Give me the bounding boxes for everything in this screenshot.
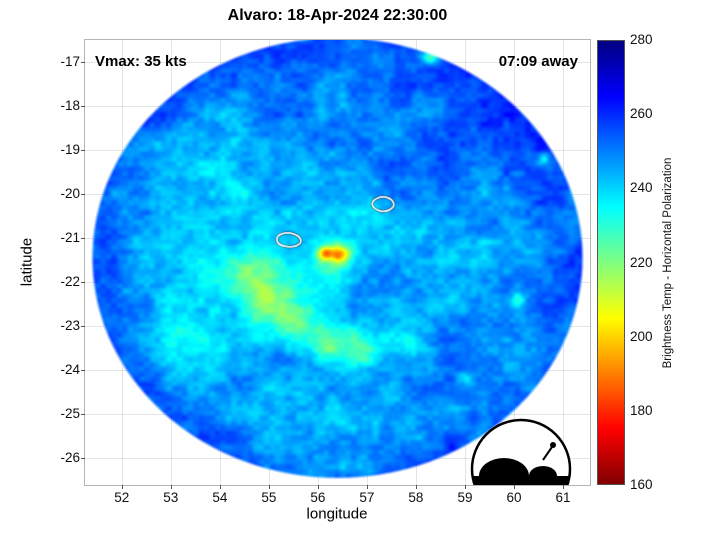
y-tick-mark — [81, 238, 85, 240]
x-tick-label: 56 — [310, 490, 326, 505]
colorbar-tick-label: 240 — [630, 180, 653, 196]
colorbar-tick-label: 160 — [630, 477, 653, 492]
x-tick-mark — [563, 485, 565, 489]
x-tick-label: 54 — [212, 490, 228, 505]
colorbar — [597, 40, 625, 485]
x-tick-mark — [268, 485, 270, 489]
chart-title: Alvaro: 18-Apr-2024 22:30:00 — [227, 7, 448, 24]
y-tick-mark — [81, 370, 85, 372]
colorbar-tick-label: 220 — [630, 254, 653, 270]
y-tick-mark — [81, 326, 85, 328]
time-away-annotation: 07:09 away — [498, 53, 578, 70]
colorbar-tick-label: 280 — [630, 32, 653, 47]
y-tick-mark — [81, 150, 85, 152]
x-tick-mark — [366, 485, 368, 489]
colorbar-tick-label: 180 — [630, 402, 653, 418]
y-tick-mark — [81, 62, 85, 63]
y-tick-label: -18 — [60, 98, 80, 114]
x-tick-label: 52 — [114, 490, 130, 505]
x-tick-mark — [170, 485, 172, 489]
y-tick-label: -20 — [60, 186, 80, 202]
x-tick-mark — [219, 485, 221, 489]
cimss-logo: C I M S S — [470, 418, 572, 485]
y-tick-label: -21 — [60, 230, 80, 246]
plot-area: Vmax: 35 kts 07:09 away C I M S S — [84, 39, 591, 486]
y-tick-mark — [81, 458, 85, 460]
x-tick-mark — [415, 485, 417, 489]
x-tick-mark — [514, 485, 515, 489]
colorbar-tick-label: 260 — [630, 106, 653, 122]
y-tick-label: -17 — [60, 54, 80, 69]
swath-image — [85, 40, 590, 485]
y-tick-label: -24 — [60, 362, 80, 378]
x-tick-mark — [317, 485, 319, 489]
x-tick-mark — [464, 485, 466, 489]
y-tick-label: -22 — [60, 274, 80, 290]
logo-band — [473, 476, 569, 485]
y-tick-label: -23 — [60, 318, 80, 334]
y-tick-mark — [81, 194, 85, 196]
y-tick-mark — [81, 414, 85, 416]
logo-antenna-icon — [550, 442, 556, 448]
y-tick-label: -26 — [60, 450, 80, 466]
x-tick-label: 57 — [359, 490, 375, 505]
cimss-logo-text: C I M S S — [484, 484, 558, 485]
x-tick-label: 59 — [457, 490, 473, 505]
x-tick-label: 53 — [163, 490, 179, 505]
y-tick-label: -19 — [60, 142, 80, 158]
x-tick-label: 60 — [506, 490, 522, 505]
colorbar-tick-label: 200 — [630, 328, 653, 344]
x-tick-mark — [121, 485, 123, 489]
vmax-annotation: Vmax: 35 kts — [95, 53, 187, 70]
colorbar-label: Brightness Temp - Horizontal Polarizatio… — [662, 157, 674, 369]
x-axis-label: longitude — [306, 505, 368, 523]
x-tick-label: 58 — [408, 490, 424, 505]
logo-antenna-mast-icon — [542, 446, 553, 461]
x-tick-label: 55 — [261, 490, 277, 505]
y-tick-mark — [81, 282, 85, 284]
x-tick-label: 61 — [555, 490, 571, 505]
y-tick-label: -25 — [60, 406, 80, 422]
y-tick-mark — [81, 106, 85, 108]
y-axis-label: latitude — [18, 237, 36, 287]
